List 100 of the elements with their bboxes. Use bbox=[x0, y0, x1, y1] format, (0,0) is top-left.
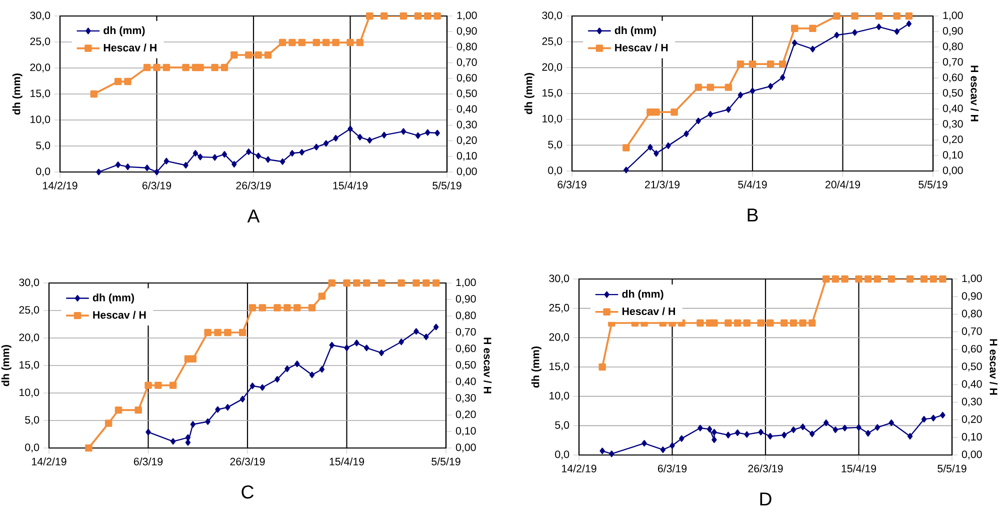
y2-tick-label: 0,00 bbox=[962, 450, 982, 460]
point bbox=[169, 382, 177, 389]
point bbox=[248, 304, 256, 312]
point bbox=[780, 319, 788, 327]
point bbox=[414, 12, 422, 20]
point bbox=[225, 404, 230, 411]
point bbox=[726, 106, 732, 113]
y2-tick-label: 0,50 bbox=[942, 89, 963, 98]
y2-tick-label: 0,90 bbox=[962, 292, 982, 301]
point bbox=[930, 275, 937, 283]
y2-tick-label: 0,40 bbox=[942, 104, 963, 114]
point bbox=[185, 434, 191, 441]
point bbox=[245, 51, 252, 59]
point bbox=[398, 279, 405, 287]
y-tick-label: 0,0 bbox=[25, 444, 40, 452]
text: C bbox=[242, 485, 254, 499]
point bbox=[876, 24, 882, 30]
point bbox=[204, 328, 212, 336]
legend-label: Hescav / H bbox=[93, 310, 146, 319]
y2-tick-label: 0,90 bbox=[942, 27, 963, 36]
point bbox=[810, 430, 815, 438]
point bbox=[666, 142, 671, 149]
x-tick-label: 5/5/19 bbox=[432, 458, 460, 466]
point bbox=[851, 12, 858, 20]
point bbox=[189, 355, 197, 362]
point bbox=[748, 60, 756, 68]
point bbox=[778, 60, 786, 68]
y-tick-label: 5,0 bbox=[36, 142, 50, 150]
y2-tick-label: 0,30 bbox=[456, 120, 477, 130]
point bbox=[743, 319, 750, 327]
x-tick-label: 6/3/19 bbox=[134, 458, 163, 466]
point bbox=[422, 279, 430, 287]
y-tick-label: 20,0 bbox=[549, 333, 570, 342]
point bbox=[354, 340, 360, 346]
y-axis-title: dh (mm) bbox=[1, 345, 12, 386]
y2-tick-label: 0,80 bbox=[456, 42, 477, 52]
point bbox=[196, 64, 204, 72]
point bbox=[240, 396, 246, 402]
point bbox=[343, 279, 350, 287]
y-tick-label: 15,0 bbox=[20, 361, 40, 370]
point bbox=[162, 64, 170, 72]
y-axis-title: dh (mm) bbox=[531, 346, 542, 388]
point bbox=[353, 279, 360, 287]
legend-label: Hescav / H bbox=[104, 44, 156, 52]
point bbox=[299, 148, 304, 156]
point bbox=[274, 376, 280, 383]
y-tick-label: 15,0 bbox=[30, 90, 50, 98]
point bbox=[258, 304, 266, 312]
point bbox=[708, 110, 713, 118]
point bbox=[280, 158, 286, 165]
legend-label: dh (mm) bbox=[614, 26, 656, 36]
point bbox=[874, 275, 882, 283]
y2-tick-label: 0,80 bbox=[942, 42, 963, 52]
y2-tick-label: 0,10 bbox=[962, 432, 982, 442]
point bbox=[810, 46, 816, 52]
point bbox=[357, 134, 363, 140]
point bbox=[434, 12, 441, 20]
point bbox=[654, 150, 659, 157]
point bbox=[211, 64, 218, 72]
point bbox=[822, 275, 830, 283]
point bbox=[278, 38, 286, 46]
x-tick-label: 26/3/19 bbox=[236, 182, 271, 190]
x-tick-label: 15/4/19 bbox=[333, 182, 368, 190]
y-tick-label: 5,0 bbox=[555, 421, 570, 430]
y2-axis-title: H escav / H bbox=[484, 338, 492, 394]
y2-tick-label: 0,20 bbox=[942, 136, 963, 144]
x-tick-label: 6/3/19 bbox=[558, 180, 586, 188]
point bbox=[766, 319, 774, 327]
point bbox=[366, 12, 374, 20]
y2-tick-label: 1,00 bbox=[456, 278, 476, 288]
point bbox=[96, 168, 102, 176]
point bbox=[90, 90, 98, 98]
y2-axis-title: H escav / H bbox=[990, 339, 998, 395]
y2-tick-label: 0,00 bbox=[456, 444, 476, 452]
x-tick-label: 5/5/19 bbox=[432, 182, 462, 190]
legend-label: dh (mm) bbox=[104, 26, 145, 36]
point bbox=[757, 319, 764, 327]
point bbox=[724, 319, 732, 327]
y-tick-label: 30,0 bbox=[542, 12, 562, 20]
y-tick-label: 0,0 bbox=[555, 450, 570, 460]
point bbox=[344, 344, 350, 352]
x-tick-label: 26/3/19 bbox=[748, 464, 783, 472]
point bbox=[744, 431, 750, 438]
point bbox=[888, 419, 894, 426]
point bbox=[192, 150, 198, 157]
point bbox=[220, 64, 228, 72]
point bbox=[670, 108, 678, 116]
x-tick-label: 14/2/19 bbox=[562, 464, 596, 472]
point bbox=[841, 275, 848, 283]
y-tick-label: 5,0 bbox=[25, 416, 40, 425]
y2-tick-label: 0,20 bbox=[456, 136, 477, 146]
point bbox=[212, 154, 218, 161]
point bbox=[290, 150, 295, 157]
y-axis-title: dh (mm) bbox=[524, 73, 534, 114]
x-tick-label: 5/5/19 bbox=[938, 464, 966, 472]
point bbox=[114, 406, 122, 414]
point bbox=[364, 344, 370, 352]
y2-tick-label: 0,50 bbox=[456, 90, 477, 98]
point bbox=[332, 38, 340, 46]
point bbox=[930, 414, 936, 422]
